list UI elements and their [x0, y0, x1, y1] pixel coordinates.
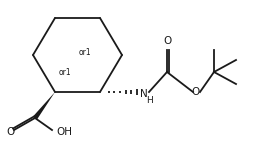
Polygon shape	[33, 92, 55, 119]
Text: OH: OH	[56, 127, 72, 137]
Text: N: N	[140, 89, 148, 99]
Text: or1: or1	[79, 47, 91, 56]
Text: H: H	[146, 95, 153, 104]
Text: O: O	[163, 36, 171, 46]
Text: or1: or1	[59, 67, 71, 76]
Text: O: O	[6, 127, 14, 137]
Text: O: O	[192, 87, 200, 97]
